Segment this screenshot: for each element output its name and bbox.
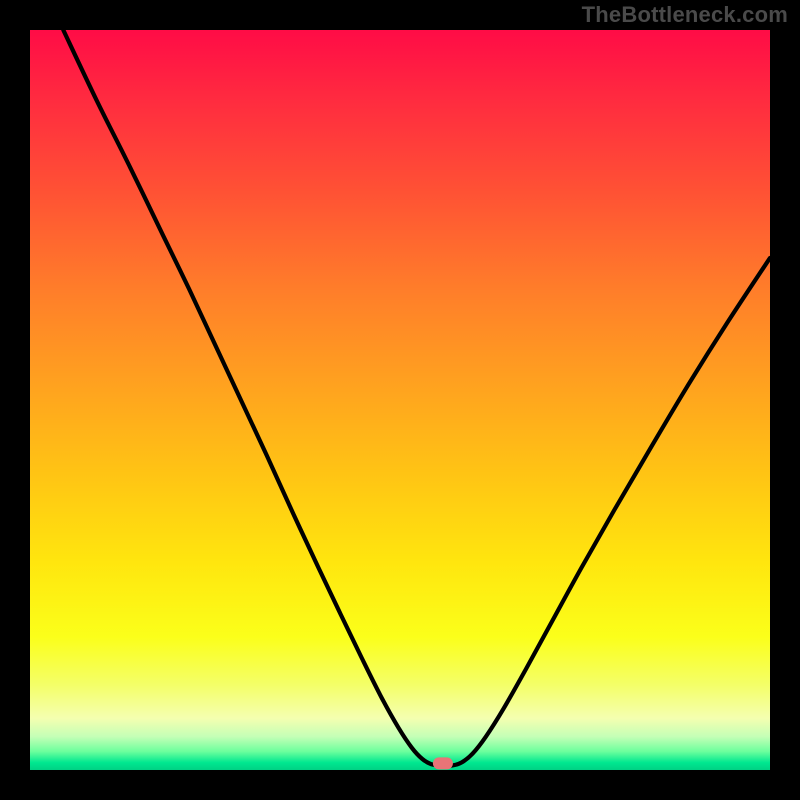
bottleneck-chart [0,0,800,800]
optimal-point-marker [433,757,453,769]
chart-frame: TheBottleneck.com [0,0,800,800]
plot-background [30,30,770,770]
